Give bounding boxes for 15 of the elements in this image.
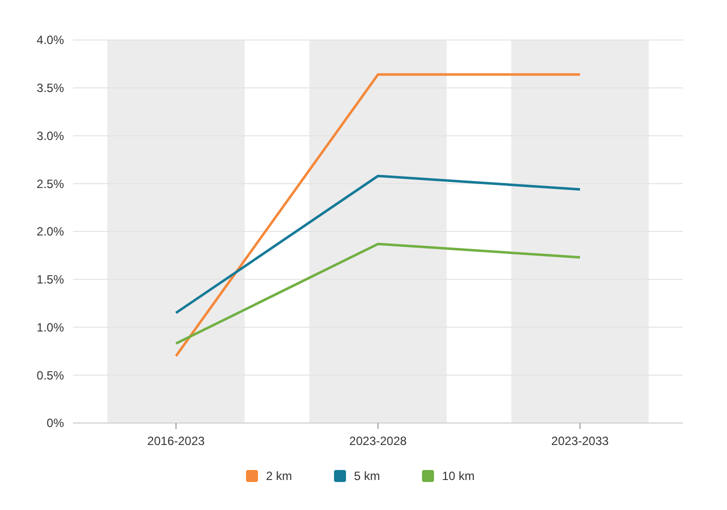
y-tick-label: 3.5%: [36, 81, 64, 96]
y-tick-label: 0%: [46, 416, 64, 430]
y-tick-label: 1.5%: [36, 272, 64, 287]
y-tick-label: 4.0%: [36, 33, 64, 48]
y-tick-label: 3.0%: [36, 128, 64, 143]
legend-label: 5 km: [354, 469, 380, 484]
x-tick-label: 2016-2023: [147, 434, 206, 448]
legend-label: 2 km: [266, 469, 292, 484]
y-tick-label: 2.0%: [36, 224, 64, 239]
legend-label: 10 km: [442, 469, 475, 484]
y-tick-label: 0.5%: [36, 368, 64, 382]
y-tick-label: 2.5%: [36, 176, 64, 191]
x-tick-label: 2023-2033: [551, 434, 610, 448]
x-tick-label: 2023-2028: [349, 434, 408, 448]
y-tick-label: 1.0%: [36, 320, 64, 334]
